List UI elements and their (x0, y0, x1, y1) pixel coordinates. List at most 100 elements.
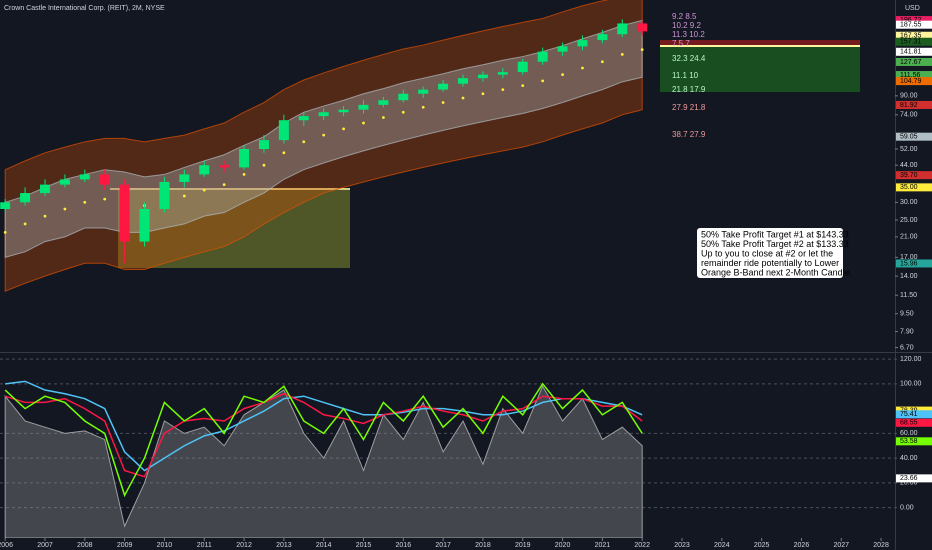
price-level-tag (896, 47, 932, 56)
price-level-tag (896, 71, 932, 80)
price-level-label: 53.58 (900, 438, 918, 445)
x-tick-label: 2018 (475, 542, 491, 549)
x-tick-label: 2025 (754, 542, 770, 549)
price-level-label: 81.92 (900, 102, 918, 109)
midline-dot (501, 88, 505, 91)
x-tick-label: 2013 (276, 542, 292, 549)
candle-body (59, 179, 70, 185)
midline-dot (441, 101, 445, 104)
annotation-line: 50% Take Profit Target #1 at $143.33 (701, 229, 849, 239)
x-tick-label: 2023 (674, 542, 690, 549)
price-level-tag (896, 20, 932, 29)
y-tick-label: 40.00 (900, 455, 918, 462)
price-pane (0, 0, 648, 292)
x-tick-label: 2028 (873, 542, 889, 549)
annotation-line: Orange B-Band next 2-Month Candle. (701, 267, 852, 277)
candle-body (497, 72, 508, 75)
midline-dot (362, 121, 365, 125)
price-level-tag (896, 31, 932, 40)
candle-body (258, 140, 269, 150)
oscillator-line (5, 380, 643, 472)
fib-label: 11.1 10 (672, 71, 699, 80)
fib-label: 21.8 17.9 (672, 85, 706, 94)
midline-dot (541, 79, 545, 83)
midline-dot (382, 116, 385, 119)
midline-dot (262, 163, 266, 167)
candle-body (139, 208, 150, 242)
x-tick-label: 2021 (595, 542, 611, 549)
price-level-label: 141.81 (900, 49, 922, 56)
y-tick-label: 21.00 (900, 234, 918, 241)
price-level-label: 187.55 (900, 22, 922, 29)
y-tick-label: 0.00 (900, 505, 914, 512)
y-tick-label: 74.00 (900, 112, 918, 119)
candle-body (20, 193, 31, 203)
x-tick-label: 2008 (77, 542, 93, 549)
fib-label: 10.2 9.2 (672, 21, 701, 30)
y-tick-label: 6.70 (900, 344, 914, 351)
candle-body (219, 165, 230, 168)
midline-dot (43, 214, 47, 218)
midline-dot (63, 207, 67, 211)
price-level-label: 196.72 (900, 17, 922, 24)
midline-dot (202, 188, 206, 192)
midline-dot (242, 173, 246, 176)
midline-dot (3, 230, 7, 234)
price-level-label: 39.70 (900, 172, 918, 179)
price-level-tag (896, 437, 932, 446)
x-tick-label: 2014 (316, 542, 332, 549)
currency: USD (905, 5, 920, 12)
reward-zone (660, 46, 860, 92)
midline-dot (600, 60, 604, 64)
y-tick-label: 60.00 (900, 430, 918, 437)
price-level-label: 23.66 (900, 475, 918, 482)
fib-label: 32.3 24.4 (672, 54, 706, 63)
y-tick-label: 9.50 (900, 311, 914, 318)
candle-body (438, 83, 449, 90)
price-level-tag (896, 57, 932, 66)
y-tick-label: 120.00 (900, 356, 922, 363)
candle-body (597, 34, 608, 41)
range-box (118, 188, 350, 268)
candle-body (318, 112, 329, 117)
y-tick-label: 11.50 (900, 292, 917, 299)
price-level-label: 59.05 (900, 134, 918, 141)
midline-dot (581, 66, 584, 70)
x-tick-label: 2026 (794, 542, 810, 549)
midline-dot (342, 127, 345, 131)
oscillator-area (4, 385, 643, 538)
price-level-label: 15.96 (900, 260, 918, 267)
candle-body (239, 149, 250, 168)
midline-dot (83, 200, 87, 204)
price-level-tag (896, 37, 932, 46)
y-tick-label: 100.00 (900, 381, 922, 388)
candle-body (338, 109, 349, 113)
candle-body (39, 184, 50, 194)
x-tick-label: 2022 (634, 542, 650, 549)
candle-body (477, 74, 488, 79)
y-tick-label: 20.00 (900, 480, 918, 487)
candle-body (99, 174, 110, 185)
price-level-tag (896, 16, 932, 25)
x-tick-label: 2006 (0, 542, 13, 549)
candle-body (637, 23, 648, 32)
midline-dot (640, 48, 644, 52)
fib-label: 11.3 10.2 (672, 30, 705, 39)
price-level-label: 167.35 (900, 33, 922, 40)
risk-zone (660, 40, 860, 46)
price-level-tag (896, 132, 932, 141)
price-level-label: 127.67 (900, 59, 922, 66)
midline-dot (401, 110, 405, 114)
midline-dot (103, 197, 107, 201)
y-tick-label: 90.00 (900, 93, 918, 100)
y-tick-label: 14.00 (900, 273, 918, 280)
price-level-tag (896, 474, 932, 483)
x-tick-label: 2019 (515, 542, 531, 549)
candle-body (179, 174, 190, 182)
candle-body (378, 100, 389, 105)
candle-body (557, 46, 568, 52)
midline-dot (302, 140, 306, 144)
candle-body (358, 104, 369, 110)
x-tick-label: 2017 (435, 542, 451, 549)
midline-dot (282, 151, 286, 155)
